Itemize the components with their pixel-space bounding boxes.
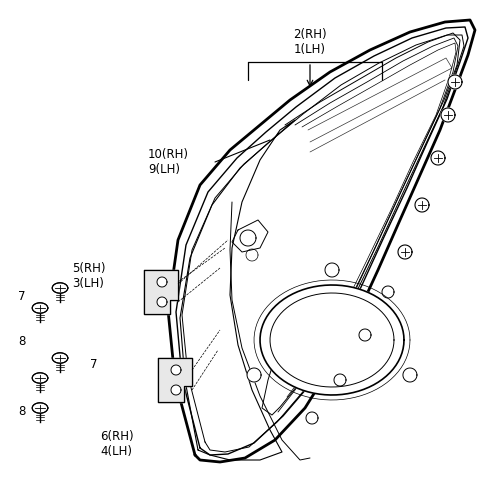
Polygon shape bbox=[359, 329, 371, 341]
Polygon shape bbox=[260, 285, 404, 395]
Text: 7: 7 bbox=[18, 290, 25, 303]
Polygon shape bbox=[448, 75, 462, 89]
Text: 10(RH)
9(LH): 10(RH) 9(LH) bbox=[148, 148, 189, 176]
Polygon shape bbox=[52, 283, 68, 293]
Polygon shape bbox=[157, 277, 167, 287]
Text: 8: 8 bbox=[18, 405, 25, 418]
Polygon shape bbox=[32, 403, 48, 413]
Polygon shape bbox=[415, 198, 429, 212]
Polygon shape bbox=[441, 108, 455, 122]
Polygon shape bbox=[247, 368, 261, 382]
Polygon shape bbox=[398, 245, 412, 259]
Text: 8: 8 bbox=[18, 335, 25, 348]
Polygon shape bbox=[382, 286, 394, 298]
Polygon shape bbox=[171, 385, 181, 395]
Polygon shape bbox=[403, 368, 417, 382]
Polygon shape bbox=[325, 263, 339, 277]
Polygon shape bbox=[158, 358, 192, 402]
Text: 7: 7 bbox=[90, 358, 97, 371]
Polygon shape bbox=[157, 297, 167, 307]
Polygon shape bbox=[431, 151, 445, 165]
Polygon shape bbox=[334, 374, 346, 386]
Polygon shape bbox=[32, 303, 48, 313]
Text: 6(RH)
4(LH): 6(RH) 4(LH) bbox=[100, 430, 133, 458]
Polygon shape bbox=[52, 353, 68, 363]
Text: 5(RH)
3(LH): 5(RH) 3(LH) bbox=[72, 262, 106, 290]
Polygon shape bbox=[144, 270, 178, 314]
Polygon shape bbox=[306, 412, 318, 424]
Text: 2(RH)
1(LH): 2(RH) 1(LH) bbox=[293, 28, 327, 56]
Polygon shape bbox=[171, 365, 181, 375]
Polygon shape bbox=[32, 373, 48, 383]
